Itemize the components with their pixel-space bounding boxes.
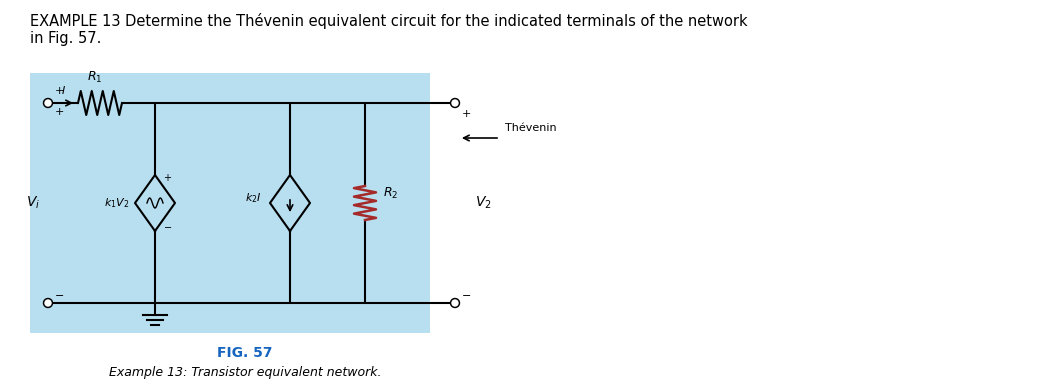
Text: $-$: $-$ <box>54 289 64 299</box>
Text: $-$: $-$ <box>461 289 471 299</box>
Text: $+$: $+$ <box>461 108 471 119</box>
Text: FIG. 57: FIG. 57 <box>217 346 272 360</box>
Text: Example 13: Transistor equivalent network.: Example 13: Transistor equivalent networ… <box>109 366 381 379</box>
Text: $k_1V_2$: $k_1V_2$ <box>104 196 130 210</box>
Text: $k_2I$: $k_2I$ <box>246 191 262 205</box>
Text: Thévenin: Thévenin <box>505 123 556 133</box>
Circle shape <box>452 100 458 106</box>
Text: $+$: $+$ <box>54 106 64 117</box>
Text: EXAMPLE 13 Determine the Thévenin equivalent circuit for the indicated terminals: EXAMPLE 13 Determine the Thévenin equiva… <box>30 13 748 47</box>
Text: $V_i$: $V_i$ <box>26 195 40 211</box>
Circle shape <box>44 298 52 308</box>
Circle shape <box>44 99 52 107</box>
Circle shape <box>45 300 51 306</box>
Text: $+$: $+$ <box>163 172 172 183</box>
Text: $R_1$: $R_1$ <box>87 70 103 85</box>
Circle shape <box>450 298 460 308</box>
Text: $V_2$: $V_2$ <box>475 195 492 211</box>
Circle shape <box>450 99 460 107</box>
FancyBboxPatch shape <box>30 73 430 333</box>
Circle shape <box>45 100 51 106</box>
Text: $+$: $+$ <box>54 85 64 96</box>
Text: $R_2$: $R_2$ <box>383 185 398 201</box>
Circle shape <box>452 300 458 306</box>
Text: $I$: $I$ <box>61 84 66 96</box>
Text: $-$: $-$ <box>163 221 172 231</box>
